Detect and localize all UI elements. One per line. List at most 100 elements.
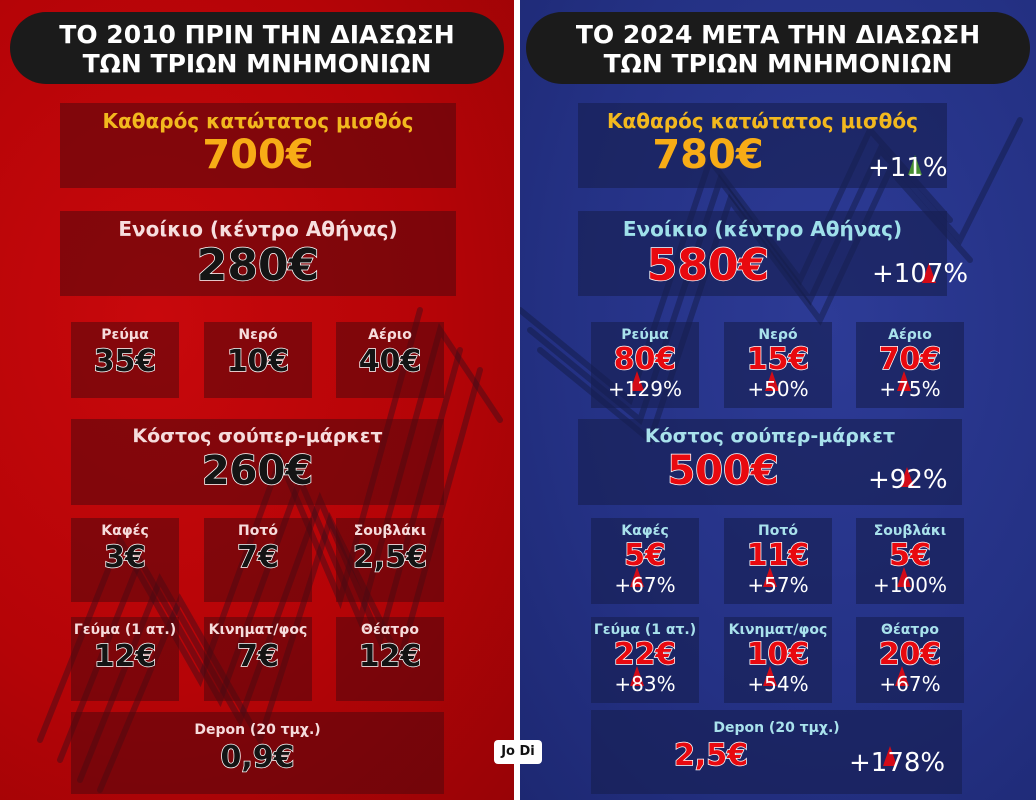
water-card: Νερό 15€ +50% xyxy=(724,322,832,408)
water-change: +50% xyxy=(747,371,809,401)
drink-value: 7€ xyxy=(236,539,279,576)
depon-label: Depon (20 τμχ.) xyxy=(713,720,840,736)
theatre-change-text: +67% xyxy=(879,672,941,696)
salary-label: Καθαρός κατώτατος μισθός xyxy=(102,109,414,133)
salary-value: 780€ xyxy=(652,132,764,178)
rent-card: Ενοίκιο (κέντρο Αθήνας) 580€ +107% xyxy=(578,211,968,296)
salary-label: Καθαρός κατώτατος μισθός xyxy=(607,109,918,133)
salary-value: 700€ xyxy=(202,132,314,178)
souvlaki-value: 2,5€ xyxy=(352,539,428,576)
up-arrow-icon xyxy=(922,263,936,283)
up-arrow-icon xyxy=(763,567,778,587)
up-arrow-icon xyxy=(765,371,780,391)
gas-label: Αέριο xyxy=(368,327,412,343)
supermarket-change: +92% xyxy=(868,465,948,495)
gas-value: 40€ xyxy=(358,343,422,380)
rent-card: Ενοίκιο (κέντρο Αθήνας) 280€ xyxy=(60,211,456,296)
theatre-label: Θέατρο xyxy=(361,622,419,638)
coffee-label: Καφές xyxy=(101,523,149,539)
rent-value: 280€ xyxy=(196,240,320,292)
souvlaki-card: Σουβλάκι 5€ +100% xyxy=(856,518,964,604)
electricity-label: Ρεύμα xyxy=(101,327,149,343)
depon-value: 0,9€ xyxy=(220,739,296,776)
salary-card: Καθαρός κατώτατος μισθός 700€ xyxy=(60,103,456,188)
panel-2010: ΤΟ 2010 ΠΡΙΝ ΤΗΝ ΔΙΑΣΩΣΗ ΤΩΝ ΤΡΙΩΝ ΜΝΗΜΟ… xyxy=(0,0,514,800)
depon-label: Depon (20 τμχ.) xyxy=(194,722,321,738)
header-line-1: ΤΟ 2024 ΜΕΤΑ ΤΗΝ ΔΙΑΣΩΣΗ xyxy=(575,20,981,49)
coffee-value: 5€ xyxy=(623,538,666,574)
rent-change: +107% xyxy=(872,259,968,289)
supermarket-card: Κόστος σούπερ-μάρκετ 260€ xyxy=(71,419,444,505)
coffee-label: Καφές xyxy=(621,523,669,539)
salary-change-text: +11% xyxy=(868,153,948,183)
meal-card: Γεύμα (1 ατ.) 12€ xyxy=(71,617,179,701)
gas-change: +75% xyxy=(879,371,941,401)
gas-card: Αέριο 70€ +75% xyxy=(856,322,964,408)
souvlaki-label: Σουβλάκι xyxy=(873,523,947,539)
rent-label: Ενοίκιο (κέντρο Αθήνας) xyxy=(118,217,398,241)
up-arrow-icon xyxy=(897,567,912,587)
meal-label: Γεύμα (1 ατ.) xyxy=(73,622,177,638)
electricity-label: Ρεύμα xyxy=(621,327,669,343)
souvlaki-change: +100% xyxy=(873,567,947,597)
electricity-card: Ρεύμα 35€ xyxy=(71,322,179,398)
meal-label: Γεύμα (1 ατ.) xyxy=(593,622,697,638)
up-arrow-icon xyxy=(908,155,922,175)
electricity-card: Ρεύμα 80€ +129% xyxy=(591,322,699,408)
water-value: 10€ xyxy=(226,343,290,380)
drink-card: Ποτό 7€ xyxy=(204,518,312,602)
electricity-change-text: +129% xyxy=(608,377,682,401)
depon-card: Depon (20 τμχ.) 0,9€ xyxy=(71,712,444,794)
meal-change-text: +83% xyxy=(614,672,676,696)
supermarket-value: 260€ xyxy=(201,447,314,495)
up-arrow-icon xyxy=(763,666,778,686)
water-card: Νερό 10€ xyxy=(204,322,312,398)
cinema-card: Κινηματ/φος 10€ +54% xyxy=(724,617,832,703)
cinema-value: 7€ xyxy=(236,638,279,675)
cinema-change: +54% xyxy=(747,666,809,696)
supermarket-label: Κόστος σούπερ-μάρκετ xyxy=(132,425,383,447)
supermarket-card: Κόστος σούπερ-μάρκετ 500€ +92% xyxy=(578,419,962,505)
coffee-value: 3€ xyxy=(103,539,146,576)
meal-value: 22€ xyxy=(613,637,677,673)
drink-change-text: +57% xyxy=(747,573,809,597)
up-arrow-icon xyxy=(630,567,645,587)
cinema-change-text: +54% xyxy=(747,672,809,696)
header-line-2: ΤΩΝ ΤΡΙΩΝ ΜΝΗΜΟΝΙΩΝ xyxy=(82,49,432,78)
header-line-2: ΤΩΝ ΤΡΙΩΝ ΜΝΗΜΟΝΙΩΝ xyxy=(603,49,953,78)
coffee-card: Καφές 5€ +67% xyxy=(591,518,699,604)
cinema-label: Κινηματ/φος xyxy=(728,622,828,638)
up-arrow-icon xyxy=(897,371,912,391)
up-arrow-icon xyxy=(895,666,910,686)
electricity-change: +129% xyxy=(608,371,682,401)
theatre-card: Θέατρο 12€ xyxy=(336,617,444,701)
water-label: Νερό xyxy=(238,327,278,343)
electricity-value: 35€ xyxy=(93,343,157,380)
drink-value: 11€ xyxy=(746,538,810,574)
drink-change: +57% xyxy=(747,567,809,597)
depon-value: 2,5€ xyxy=(673,737,749,774)
meal-card: Γεύμα (1 ατ.) 22€ +83% xyxy=(591,617,699,703)
water-label: Νερό xyxy=(758,327,798,343)
drink-label: Ποτό xyxy=(238,523,278,539)
author-credit: Jo Di xyxy=(494,740,542,764)
depon-change: +178% xyxy=(849,746,946,778)
salary-change: +11% xyxy=(868,153,948,183)
meal-value: 12€ xyxy=(93,638,157,675)
gas-label: Αέριο xyxy=(888,327,932,343)
gas-card: Αέριο 40€ xyxy=(336,322,444,398)
drink-label: Ποτό xyxy=(758,523,798,539)
salary-card: Καθαρός κατώτατος μισθός 780€ +11% xyxy=(578,103,948,188)
theatre-card: Θέατρο 20€ +67% xyxy=(856,617,964,703)
coffee-change: +67% xyxy=(614,567,676,597)
panel-2024: ΤΟ 2024 ΜΕΤΑ ΤΗΝ ΔΙΑΣΩΣΗ ΤΩΝ ΤΡΙΩΝ ΜΝΗΜΟ… xyxy=(520,0,1036,800)
theatre-value: 20€ xyxy=(878,637,942,673)
rent-label: Ενοίκιο (κέντρο Αθήνας) xyxy=(622,217,903,241)
depon-change-text: +178% xyxy=(849,748,946,778)
drink-card: Ποτό 11€ +57% xyxy=(724,518,832,604)
up-arrow-icon xyxy=(883,746,897,766)
souvlaki-change-text: +100% xyxy=(873,573,947,597)
meal-change: +83% xyxy=(614,666,676,696)
up-arrow-icon xyxy=(630,371,645,391)
header-2010: ΤΟ 2010 ΠΡΙΝ ΤΗΝ ΔΙΑΣΩΣΗ ΤΩΝ ΤΡΙΩΝ ΜΝΗΜΟ… xyxy=(10,12,504,84)
